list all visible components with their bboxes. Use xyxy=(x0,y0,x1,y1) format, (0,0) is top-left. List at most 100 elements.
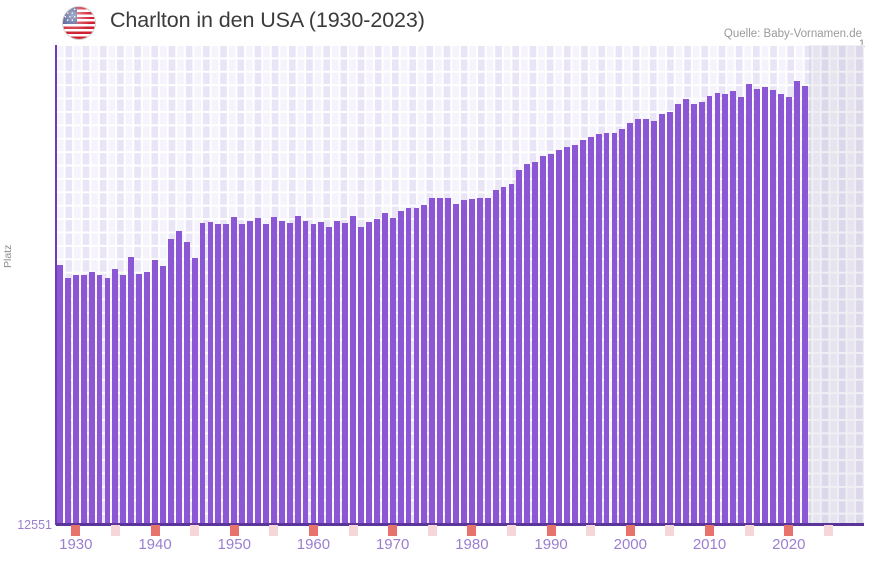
chart-header: Charlton in den USA (1930-2023) Quelle: … xyxy=(0,0,873,45)
bar xyxy=(564,147,570,525)
x-tick-minor xyxy=(586,525,596,536)
bar xyxy=(437,197,444,525)
bar xyxy=(603,133,610,525)
bar xyxy=(310,223,317,525)
bar xyxy=(532,162,539,525)
bar xyxy=(231,216,238,525)
bar xyxy=(160,265,166,525)
x-axis-tick-label: 1950 xyxy=(217,536,251,553)
bar xyxy=(365,222,372,525)
bar xyxy=(643,118,650,525)
bar-series xyxy=(56,45,864,525)
us-flag-icon xyxy=(63,7,95,39)
bar xyxy=(239,223,246,525)
bar xyxy=(175,231,182,525)
x-axis-tick-label: 1940 xyxy=(138,536,172,553)
bar xyxy=(286,222,293,525)
x-axis-tick-label: 1980 xyxy=(455,536,489,553)
bar xyxy=(714,92,721,525)
bar xyxy=(405,208,412,525)
x-tick-minor xyxy=(427,525,437,536)
x-axis-tick-label: 2020 xyxy=(772,536,806,553)
source-credit: Quelle: Baby-Vornamen.de xyxy=(723,28,862,40)
bar xyxy=(690,104,697,525)
plot-area xyxy=(56,45,864,525)
x-tick-major xyxy=(705,525,715,536)
bar xyxy=(104,277,111,525)
bar xyxy=(754,89,760,525)
bar xyxy=(167,238,174,525)
bar xyxy=(294,216,301,525)
bar xyxy=(445,197,452,525)
x-axis-ticks xyxy=(56,525,864,536)
bar xyxy=(682,98,689,525)
x-tick-minor xyxy=(506,525,516,536)
bar xyxy=(540,156,547,525)
x-axis-tick-label: 1970 xyxy=(375,536,410,553)
y-axis-title: Platz xyxy=(2,244,14,268)
bar xyxy=(262,223,269,525)
bar xyxy=(215,223,222,525)
x-tick-minor xyxy=(269,525,279,536)
bar xyxy=(64,277,71,525)
bar xyxy=(183,242,190,525)
x-tick-major xyxy=(71,525,81,536)
bar xyxy=(247,221,253,525)
x-tick-major xyxy=(229,525,239,536)
bar xyxy=(199,222,206,525)
page-title: Charlton in den USA (1930-2023) xyxy=(110,8,425,32)
bar xyxy=(255,218,261,525)
bar xyxy=(595,134,602,525)
x-tick-minor xyxy=(744,525,754,536)
x-tick-major xyxy=(784,525,794,536)
bar xyxy=(326,226,333,525)
bar xyxy=(611,132,618,525)
bar xyxy=(635,118,642,525)
bar xyxy=(350,216,356,525)
bar xyxy=(429,198,436,525)
bar xyxy=(674,103,681,525)
bar xyxy=(128,257,135,525)
bar xyxy=(706,95,713,525)
bar xyxy=(508,183,515,525)
x-tick-minor xyxy=(190,525,200,536)
bar xyxy=(397,210,404,525)
x-axis-tick-label: 1960 xyxy=(296,536,331,553)
bar xyxy=(651,121,657,525)
bar xyxy=(413,207,420,525)
bar xyxy=(476,197,483,525)
y-axis-bottom-label: 12551 xyxy=(17,518,52,532)
x-tick-major xyxy=(388,525,398,536)
bar xyxy=(334,220,341,525)
bar xyxy=(191,258,198,525)
bar xyxy=(762,86,768,525)
bar xyxy=(120,274,127,525)
y-axis-line xyxy=(55,45,57,525)
x-axis-labels: 1930 1940 1950 1960 1970 1980 1990 2000 2010 2020 xyxy=(0,536,873,560)
bar xyxy=(421,205,428,525)
bar xyxy=(453,203,459,525)
bar xyxy=(801,85,808,525)
x-tick-minor xyxy=(665,525,675,536)
bar xyxy=(627,122,634,525)
bar xyxy=(777,93,784,525)
bar xyxy=(666,111,673,525)
x-axis-tick-label: 1990 xyxy=(534,536,568,553)
x-axis-line xyxy=(56,523,864,526)
x-tick-major xyxy=(625,525,635,536)
bar xyxy=(389,218,396,525)
bar xyxy=(136,274,143,525)
bar xyxy=(88,271,95,525)
bar xyxy=(223,224,230,525)
x-tick-minor xyxy=(110,525,120,536)
bar xyxy=(373,219,380,525)
bar xyxy=(587,137,594,525)
bar xyxy=(57,264,63,525)
bar xyxy=(302,221,309,525)
bar xyxy=(144,271,151,525)
x-axis-tick-label: 2010 xyxy=(692,536,727,553)
bar xyxy=(500,186,507,525)
x-tick-minor xyxy=(823,525,833,536)
x-tick-minor xyxy=(348,525,358,536)
